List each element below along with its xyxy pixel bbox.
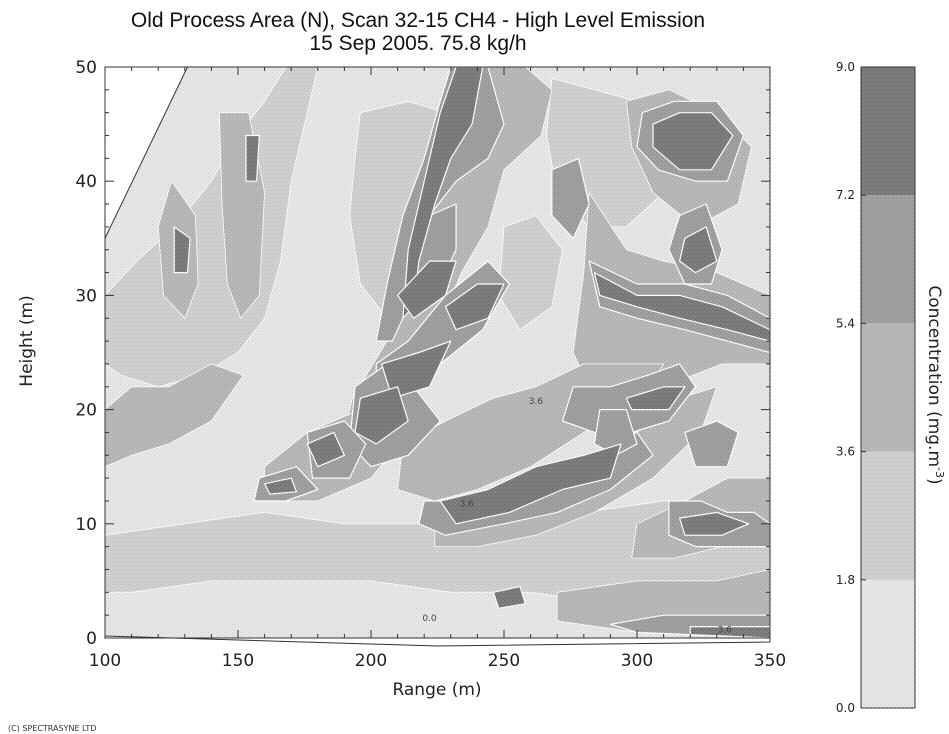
colorbar-tick-label: 9.0 — [836, 60, 855, 74]
colorbar-tick-label: 7.2 — [836, 188, 855, 202]
contour-label: 0.0 — [422, 614, 437, 624]
y-tick-label: 50 — [75, 58, 97, 78]
copyright-notice: (C) SPECTRASYNE LTD — [8, 724, 96, 733]
y-tick-label: 10 — [75, 515, 97, 535]
x-axis-label: Range (m) — [392, 680, 481, 700]
contour-label: 3.6 — [460, 500, 475, 510]
y-axis-label: Height (m) — [17, 295, 37, 386]
y-tick-label: 0 — [86, 629, 97, 649]
y-axis: 0 10 20 30 40 50 — [75, 58, 770, 649]
x-tick-label: 350 — [754, 651, 786, 671]
colorbar: 0.0 1.8 3.6 5.4 7.2 9.0 — [836, 60, 916, 715]
y-tick-label: 20 — [75, 401, 97, 421]
y-tick-label: 40 — [75, 172, 97, 192]
chart-title: Old Process Area (N), Scan 32-15 CH4 - H… — [131, 9, 705, 32]
x-tick-label: 100 — [89, 651, 121, 671]
axes-frame — [104, 66, 771, 639]
colorbar-tick-label: 3.6 — [836, 445, 855, 459]
colorbar-label-close: ) — [924, 478, 944, 485]
colorbar-tick-label: 0.0 — [836, 701, 855, 715]
x-tick-label: 300 — [621, 651, 653, 671]
contour-labels: 0.0 3.6 3.6 3.6 — [422, 397, 732, 635]
colorbar-tick-label: 5.4 — [836, 316, 855, 330]
colorbar-frame — [860, 66, 916, 709]
colorbar-label: Concentration (mg.m-3) — [924, 285, 946, 484]
contour-label: 3.6 — [529, 397, 544, 407]
x-tick-label: 200 — [355, 651, 387, 671]
colorbar-tick-label: 1.8 — [836, 573, 855, 587]
x-axis: 100 150 200 250 300 350 — [89, 67, 786, 671]
colorbar-label-text: Concentration (mg.m — [924, 285, 944, 467]
chart-subtitle: 15 Sep 2005. 75.8 kg/h — [309, 32, 526, 55]
contour-label: 3.6 — [718, 625, 733, 635]
plot-texture — [105, 67, 770, 638]
x-tick-label: 150 — [222, 651, 254, 671]
x-tick-label: 250 — [488, 651, 520, 671]
y-tick-label: 30 — [75, 286, 97, 306]
colorbar-label-superscript: -3 — [933, 467, 946, 478]
plot-area: 0.0 3.6 3.6 3.6 — [104, 66, 771, 647]
colorbar-texture — [861, 67, 915, 708]
